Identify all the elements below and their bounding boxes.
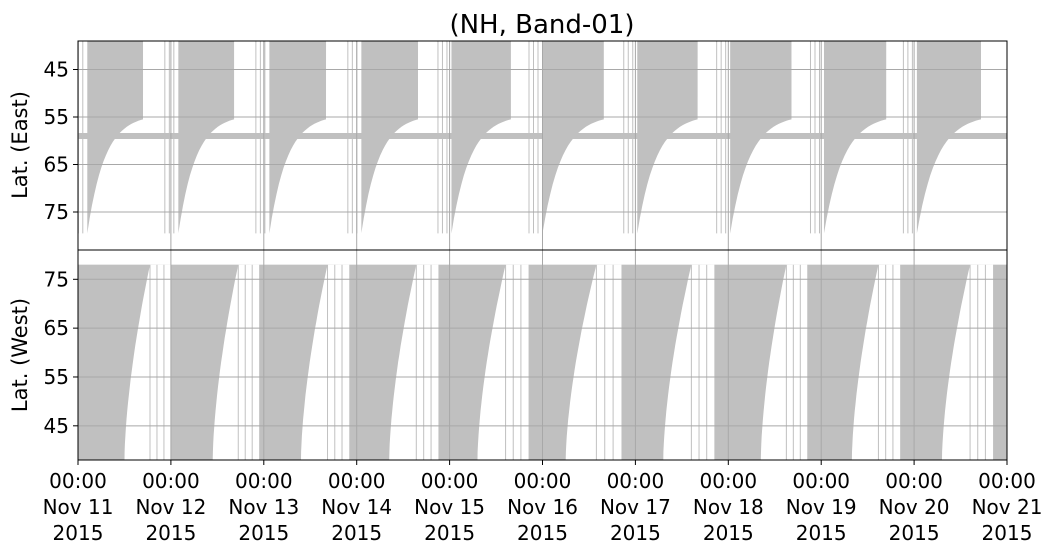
xtick-date: Nov 20 (879, 495, 950, 519)
xtick-year: 2015 (424, 521, 475, 545)
xtick-time: 00:00 (978, 469, 1036, 493)
gap-west-9 (851, 264, 901, 460)
ytick-label-east: 45 (44, 58, 69, 82)
gap-west-6 (565, 264, 622, 460)
xtick-time: 00:00 (699, 469, 757, 493)
xtick-year: 2015 (703, 521, 754, 545)
xtick-year: 2015 (982, 521, 1033, 545)
xtick-date: Nov 15 (414, 495, 485, 519)
chart-title: (NH, Band-01) (449, 10, 634, 40)
xtick-time: 00:00 (514, 469, 572, 493)
xtick-year: 2015 (145, 521, 196, 545)
gap-west-3 (300, 264, 350, 460)
panel-west: 75 65 55 45 Lat. (West) (8, 249, 1008, 461)
xtick-date: Nov 12 (135, 495, 206, 519)
xtick-date: Nov 21 (972, 495, 1043, 519)
gap-west-2 (212, 264, 260, 460)
xtick-date: Nov 18 (693, 495, 764, 519)
ytick-label-west: 65 (44, 316, 69, 340)
xtick-year: 2015 (53, 521, 104, 545)
xtick-date: Nov 16 (507, 495, 578, 519)
gap-west-8 (760, 264, 808, 460)
xtick-time: 00:00 (421, 469, 479, 493)
gap-west-1 (124, 264, 171, 460)
gap-west-10 (941, 264, 994, 460)
xtick-time: 00:00 (885, 469, 943, 493)
xtick-year: 2015 (331, 521, 382, 545)
xtick-year: 2015 (889, 521, 940, 545)
gap-west-5 (477, 264, 529, 460)
ytick-label-west: 45 (44, 414, 69, 438)
xtick-time: 00:00 (792, 469, 850, 493)
ytick-label-west: 75 (44, 267, 69, 291)
xtick-time: 00:00 (49, 469, 107, 493)
gap-west-7 (663, 264, 715, 460)
ytick-label-east: 55 (44, 105, 69, 129)
ylabel-west: Lat. (West) (8, 298, 32, 412)
ytick-label-east: 65 (44, 153, 69, 177)
xtick-time: 00:00 (328, 469, 386, 493)
xtick-date: Nov 17 (600, 495, 671, 519)
ytick-label-west: 55 (44, 365, 69, 389)
gap-west-4 (389, 264, 439, 460)
xtick-year: 2015 (238, 521, 289, 545)
xtick-time: 00:00 (607, 469, 665, 493)
xtick-date: Nov 13 (228, 495, 299, 519)
xtick-date: Nov 19 (786, 495, 857, 519)
xtick-time: 00:00 (142, 469, 200, 493)
xtick-time: 00:00 (235, 469, 293, 493)
xtick-year: 2015 (796, 521, 847, 545)
xtick-year: 2015 (610, 521, 661, 545)
xtick-date: Nov 14 (321, 495, 392, 519)
xtick-date: Nov 11 (43, 495, 114, 519)
xtick-year: 2015 (517, 521, 568, 545)
panel-east: 45 55 65 75 Lat. (East) (8, 40, 1008, 251)
ylabel-east: Lat. (East) (8, 91, 32, 199)
ytick-label-east: 75 (44, 200, 69, 224)
